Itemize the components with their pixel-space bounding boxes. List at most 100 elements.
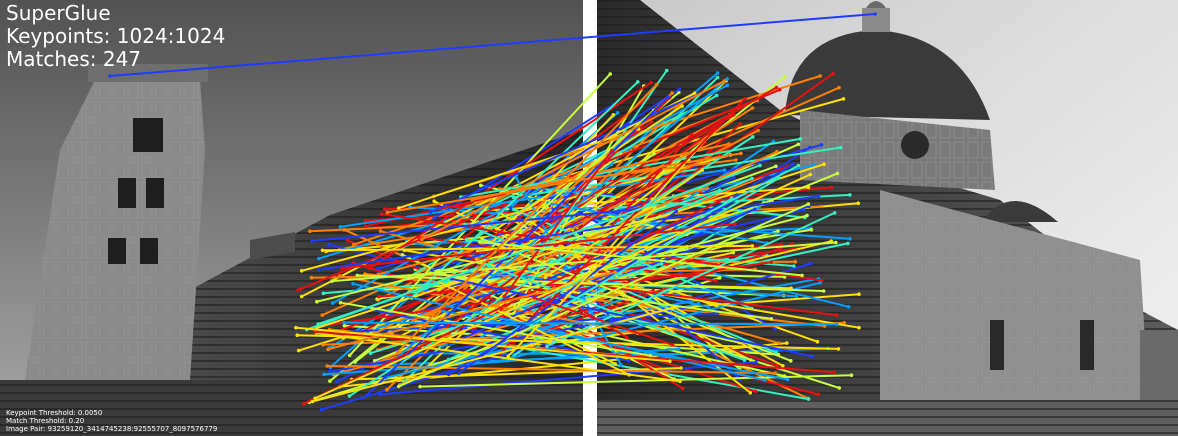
match-line	[487, 264, 746, 362]
keypoint-marker	[308, 229, 312, 233]
keypoint-marker	[722, 79, 726, 83]
keypoint-marker	[659, 262, 664, 266]
keypoint-marker	[773, 327, 777, 331]
keypoint-marker	[447, 372, 451, 377]
keypoint-marker	[769, 317, 774, 321]
match-line	[302, 200, 721, 405]
keypoint-marker	[677, 347, 681, 351]
keypoint-marker	[785, 341, 789, 345]
keypoint-marker	[351, 242, 356, 247]
match-line	[541, 97, 746, 311]
keypoint-marker	[717, 199, 722, 203]
match-line	[459, 137, 802, 199]
keypoint-marker	[774, 350, 778, 355]
keypoint-threshold-label: Keypoint Threshold: 0.0050	[6, 409, 103, 417]
keypoint-marker	[480, 237, 484, 241]
match-line	[294, 326, 671, 363]
keypoint-marker	[731, 175, 736, 180]
keypoint-marker	[750, 176, 754, 181]
keypoint-marker	[299, 269, 304, 273]
keypoint-marker	[445, 324, 450, 329]
keypoint-marker	[382, 207, 387, 211]
keypoint-marker	[342, 323, 347, 328]
keypoint-marker	[821, 289, 826, 293]
keypoint-marker	[322, 372, 326, 377]
keypoint-marker	[432, 216, 436, 221]
keypoint-marker	[806, 397, 811, 401]
match-line	[530, 177, 780, 326]
keypoint-marker	[514, 175, 518, 180]
keypoint-marker	[335, 379, 339, 384]
keypoint-marker	[670, 343, 675, 347]
keypoint-marker	[819, 143, 824, 147]
match-line	[507, 207, 656, 358]
keypoint-marker	[774, 85, 779, 90]
keypoint-marker	[325, 364, 330, 368]
keypoint-marker	[834, 313, 839, 317]
keypoint-marker	[839, 145, 843, 150]
keypoint-marker	[347, 394, 352, 398]
match-line	[350, 142, 732, 339]
match-line	[396, 83, 658, 354]
keypoint-marker	[731, 250, 736, 255]
keypoint-marker	[457, 371, 461, 376]
keypoint-marker	[309, 275, 314, 280]
keypoint-marker	[479, 183, 483, 188]
keypoint-marker	[748, 390, 753, 395]
keypoint-marker	[530, 251, 535, 256]
keypoint-marker	[700, 168, 704, 172]
keypoint-marker	[613, 362, 617, 366]
keypoint-marker	[440, 309, 445, 313]
match-line	[331, 241, 837, 283]
keypoint-marker	[835, 322, 839, 327]
keypoint-marker	[794, 294, 799, 299]
keypoint-marker	[836, 347, 841, 351]
match-line	[397, 203, 810, 388]
match-line	[300, 153, 732, 272]
keypoint-marker	[658, 214, 662, 219]
keypoint-marker	[753, 207, 757, 212]
keypoint-marker	[502, 294, 507, 299]
keypoint-marker	[725, 77, 729, 81]
match-line	[323, 347, 680, 376]
keypoint-marker	[328, 369, 332, 374]
match-line	[498, 177, 753, 286]
match-line	[340, 223, 736, 270]
keypoint-marker	[610, 148, 614, 153]
keypoint-marker	[512, 207, 516, 212]
keypoint-marker	[420, 237, 424, 242]
keypoint-marker	[649, 80, 653, 85]
match-line	[478, 241, 804, 277]
keypoint-marker	[848, 237, 852, 241]
match-line	[438, 281, 631, 376]
left-image	[0, 0, 583, 436]
keypoint-marker	[753, 389, 758, 394]
keypoint-marker	[692, 91, 697, 95]
keypoint-marker	[775, 149, 779, 154]
match-line	[352, 282, 766, 382]
keypoint-marker	[351, 282, 355, 286]
keypoint-marker	[294, 325, 298, 330]
keypoint-marker	[385, 210, 390, 215]
keypoint-marker	[739, 151, 743, 156]
match-line	[109, 13, 876, 77]
match-line	[397, 127, 640, 210]
keypoint-marker	[831, 71, 835, 76]
keypoint-marker	[796, 163, 801, 168]
keypoint-marker	[789, 359, 793, 363]
keypoint-marker	[321, 291, 326, 296]
keypoint-marker	[397, 206, 401, 210]
keypoint-marker	[775, 363, 780, 368]
keypoint-marker	[653, 206, 657, 210]
keypoint-marker	[295, 333, 300, 338]
keypoint-marker	[810, 354, 815, 359]
keypoint-marker	[832, 370, 836, 375]
keypoint-marker	[777, 341, 781, 346]
keypoint-marker	[678, 379, 682, 384]
keypoint-marker	[705, 186, 709, 190]
keypoint-marker	[791, 162, 796, 166]
keypoint-marker	[342, 320, 346, 325]
match-line	[348, 73, 612, 357]
keypoint-marker	[756, 128, 760, 133]
